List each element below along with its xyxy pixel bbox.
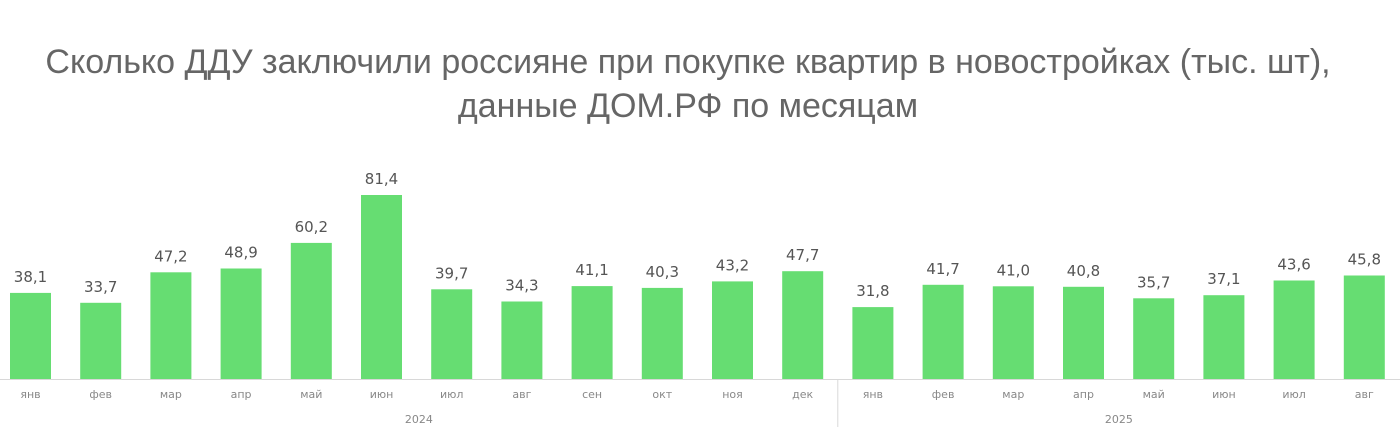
data-label: 34,3: [505, 277, 538, 295]
data-label: 45,8: [1348, 251, 1381, 269]
chart-title-line-2: данные ДОМ.РФ по месяцам: [457, 87, 919, 125]
bar: [1273, 280, 1315, 379]
year-label: 2024: [405, 413, 433, 426]
x-tick-label: июл: [440, 388, 463, 401]
chart-title-line-1: Сколько ДДУ заключили россияне при покуп…: [45, 43, 1331, 81]
bar: [10, 292, 51, 379]
x-tick-label: фев: [932, 388, 955, 401]
bar: [80, 302, 122, 379]
bar: [852, 307, 894, 379]
data-label: 40,8: [1067, 262, 1100, 280]
data-label: 39,7: [435, 264, 468, 282]
x-tick-label: ноя: [722, 388, 743, 401]
data-label: 43,6: [1277, 256, 1310, 274]
data-label: 33,7: [84, 278, 117, 296]
data-label: 60,2: [295, 218, 328, 236]
x-tick-label: дек: [792, 388, 813, 401]
x-tick-label: окт: [652, 388, 672, 401]
data-label: 41,1: [575, 261, 608, 279]
x-tick-label: авг: [1355, 388, 1374, 401]
x-tick-label: авг: [512, 388, 531, 401]
bar: [501, 301, 543, 379]
x-tick-label: май: [1143, 388, 1165, 401]
bar: [712, 281, 753, 379]
x-tick-label: сен: [582, 388, 602, 401]
x-tick-label: мар: [160, 388, 182, 401]
bar: [922, 284, 964, 379]
x-tick-label: апр: [231, 388, 252, 401]
x-tick-label: мар: [1002, 388, 1024, 401]
bar: [150, 272, 192, 379]
bar: [1063, 286, 1104, 379]
bar: [1343, 275, 1385, 379]
bar: [782, 271, 824, 379]
bar: [1133, 298, 1175, 379]
x-tick-label: май: [300, 388, 322, 401]
data-label: 81,4: [365, 170, 398, 188]
data-label: 35,7: [1137, 273, 1170, 291]
data-label: 48,9: [224, 244, 257, 262]
data-label: 41,0: [997, 261, 1030, 279]
bar: [361, 195, 402, 379]
x-tick-label: июн: [1212, 388, 1236, 401]
x-tick-label: июл: [1282, 388, 1305, 401]
data-label: 43,2: [716, 256, 749, 274]
bar: [1203, 295, 1245, 379]
x-tick-label: янв: [20, 388, 40, 401]
data-label: 38,1: [14, 268, 47, 286]
data-label: 47,7: [786, 246, 819, 264]
bar: [641, 287, 683, 379]
x-tick-label: янв: [863, 388, 883, 401]
bar: [431, 289, 473, 379]
data-label: 40,3: [646, 263, 679, 281]
year-label: 2025: [1105, 413, 1133, 426]
data-label: 41,7: [926, 260, 959, 278]
x-tick-label: июн: [370, 388, 394, 401]
bar: [220, 268, 262, 379]
data-label: 31,8: [856, 282, 889, 300]
bar: [571, 286, 613, 379]
bar: [290, 242, 332, 379]
data-label: 37,1: [1207, 270, 1240, 288]
x-tick-label: апр: [1073, 388, 1094, 401]
chart-title: Сколько ДДУ заключили россияне при покуп…: [0, 40, 1376, 128]
data-label: 47,2: [154, 247, 187, 265]
bar: [992, 286, 1034, 379]
x-tick-label: фев: [89, 388, 112, 401]
